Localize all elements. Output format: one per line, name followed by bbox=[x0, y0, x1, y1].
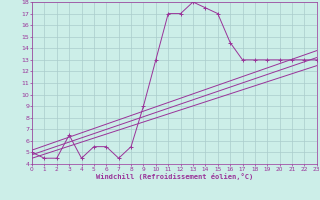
X-axis label: Windchill (Refroidissement éolien,°C): Windchill (Refroidissement éolien,°C) bbox=[96, 173, 253, 180]
